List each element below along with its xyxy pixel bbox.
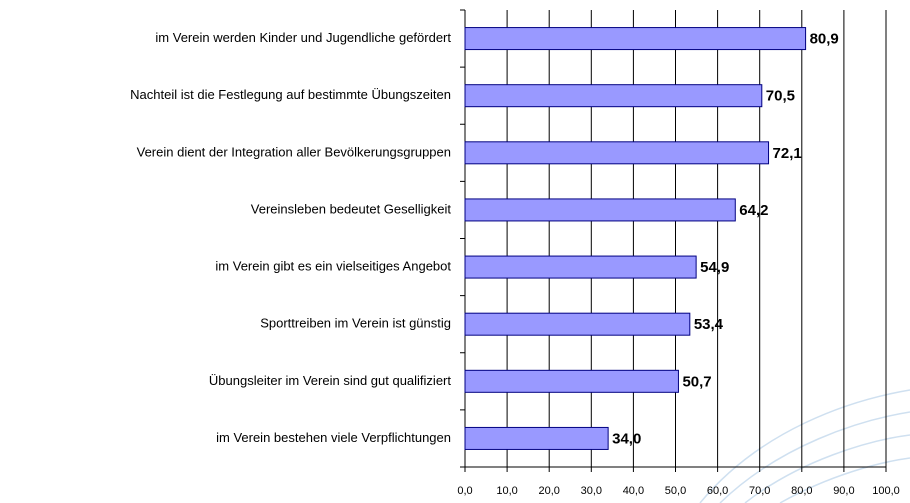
x-tick-label: 30,0	[581, 485, 602, 497]
x-tick-label: 80,0	[791, 485, 812, 497]
y-tick-label: Sporttreiben im Verein ist günstig	[260, 316, 451, 331]
x-tick-label: 0,0	[457, 485, 472, 497]
bar	[464, 369, 679, 393]
bar	[464, 27, 807, 51]
bar	[464, 198, 736, 222]
value-label: 50,7	[682, 373, 711, 390]
value-label: 53,4	[694, 316, 724, 333]
y-tick-label: Vereinsleben bedeutet Geselligkeit	[251, 201, 452, 216]
bar	[464, 141, 770, 165]
x-tick-label: 60,0	[707, 485, 728, 497]
x-tick-label: 40,0	[623, 485, 644, 497]
value-label: 34,0	[612, 430, 641, 447]
x-tick-label: 50,0	[665, 485, 686, 497]
bar	[464, 84, 763, 108]
x-tick-label: 70,0	[749, 485, 770, 497]
value-label: 72,1	[773, 145, 802, 162]
y-tick-label: Übungsleiter im Verein sind gut qualifiz…	[209, 373, 451, 388]
y-tick-label: Nachteil ist die Festlegung auf bestimmt…	[130, 87, 451, 102]
x-tick-label: 10,0	[496, 485, 517, 497]
y-tick-label: im Verein gibt es ein vielseitiges Angeb…	[215, 259, 451, 274]
x-tick-label: 90,0	[833, 485, 854, 497]
value-label: 70,5	[766, 88, 795, 105]
y-tick-label: im Verein werden Kinder und Jugendliche …	[155, 30, 451, 45]
value-label: 80,9	[810, 31, 839, 48]
x-tick-label: 100,0	[872, 485, 900, 497]
bar	[464, 255, 697, 279]
x-tick-label: 20,0	[538, 485, 559, 497]
value-label: 54,9	[700, 259, 729, 276]
y-tick-label: im Verein bestehen viele Verpflichtungen	[216, 430, 451, 445]
bar	[464, 426, 609, 450]
bar	[464, 312, 691, 336]
y-tick-label: Verein dient der Integration aller Bevöl…	[137, 144, 451, 159]
value-label: 64,2	[739, 202, 768, 219]
